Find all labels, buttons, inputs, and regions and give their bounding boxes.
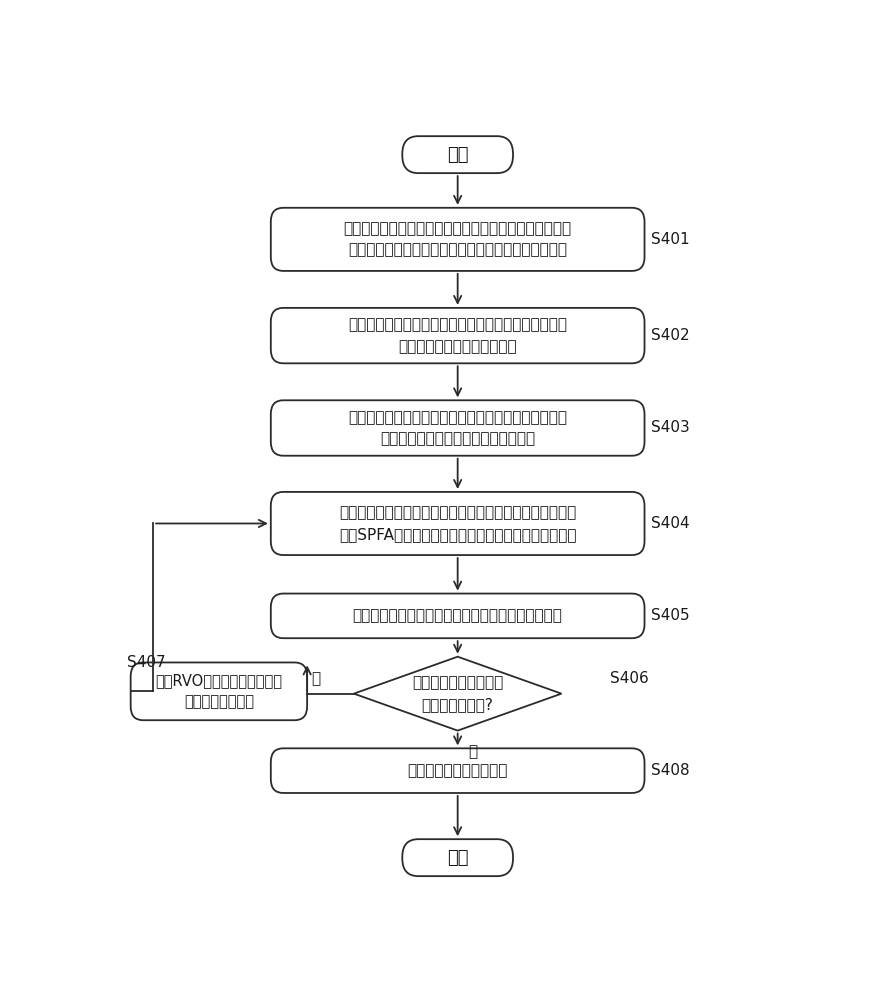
Text: S408: S408 xyxy=(652,763,690,778)
Text: 每个个体都到达疏散终点: 每个个体都到达疏散终点 xyxy=(407,763,508,778)
Text: S406: S406 xyxy=(610,671,648,686)
Text: S401: S401 xyxy=(652,232,690,247)
FancyBboxPatch shape xyxy=(402,839,513,876)
FancyBboxPatch shape xyxy=(271,748,645,793)
Polygon shape xyxy=(354,657,562,731)
Text: 否: 否 xyxy=(468,744,478,759)
FancyBboxPatch shape xyxy=(271,208,645,271)
FancyBboxPatch shape xyxy=(271,492,645,555)
Text: 结束: 结束 xyxy=(446,849,469,867)
Text: S404: S404 xyxy=(652,516,690,531)
FancyBboxPatch shape xyxy=(271,594,645,638)
FancyBboxPatch shape xyxy=(402,136,513,173)
Text: 开始: 开始 xyxy=(446,146,469,164)
FancyBboxPatch shape xyxy=(271,308,645,363)
Text: 根据上述三维虚拟环境中人群个体的当前位置和疏散终点，
利用SPFA在所述拓扑结构图上得到每个个体的最短路径: 根据上述三维虚拟环境中人群个体的当前位置和疏散终点， 利用SPFA在所述拓扑结构… xyxy=(339,505,576,542)
Text: S405: S405 xyxy=(652,608,690,623)
Text: 对上述创建的三维虚拟环境添加物理引擎支持，模拟支
持牛顿力学的真实的物理世界: 对上述创建的三维虚拟环境添加物理引擎支持，模拟支 持牛顿力学的真实的物理世界 xyxy=(348,317,567,354)
Text: 根据需要仿真的场景创建三维虚拟环境，在所述三维虚拟
环境中导入建筑物和需要疏散的人群，并设定疏散终点: 根据需要仿真的场景创建三维虚拟环境，在所述三维虚拟 环境中导入建筑物和需要疏散的… xyxy=(344,221,572,258)
Text: S403: S403 xyxy=(652,420,690,436)
Text: 是: 是 xyxy=(312,671,321,686)
Text: 将上述添加物理引擎支持的三维虚拟环境的信息进行离
散化，形成基于道路网络的拓扑结构图: 将上述添加物理引擎支持的三维虚拟环境的信息进行离 散化，形成基于道路网络的拓扑结… xyxy=(348,410,567,446)
FancyBboxPatch shape xyxy=(130,662,307,720)
Text: 所述个体均按照上述得到的最短路径向疏散终点疏散: 所述个体均按照上述得到的最短路径向疏散终点疏散 xyxy=(353,608,563,623)
Text: S402: S402 xyxy=(652,328,690,343)
Text: S407: S407 xyxy=(127,655,165,670)
Text: 所述个体在疏散过程中
是否遇到障碍物?: 所述个体在疏散过程中 是否遇到障碍物? xyxy=(412,675,504,712)
FancyBboxPatch shape xyxy=(271,400,645,456)
Text: 采用RVO模型实现个体在遇到
障碍物时进行避让: 采用RVO模型实现个体在遇到 障碍物时进行避让 xyxy=(155,673,282,710)
